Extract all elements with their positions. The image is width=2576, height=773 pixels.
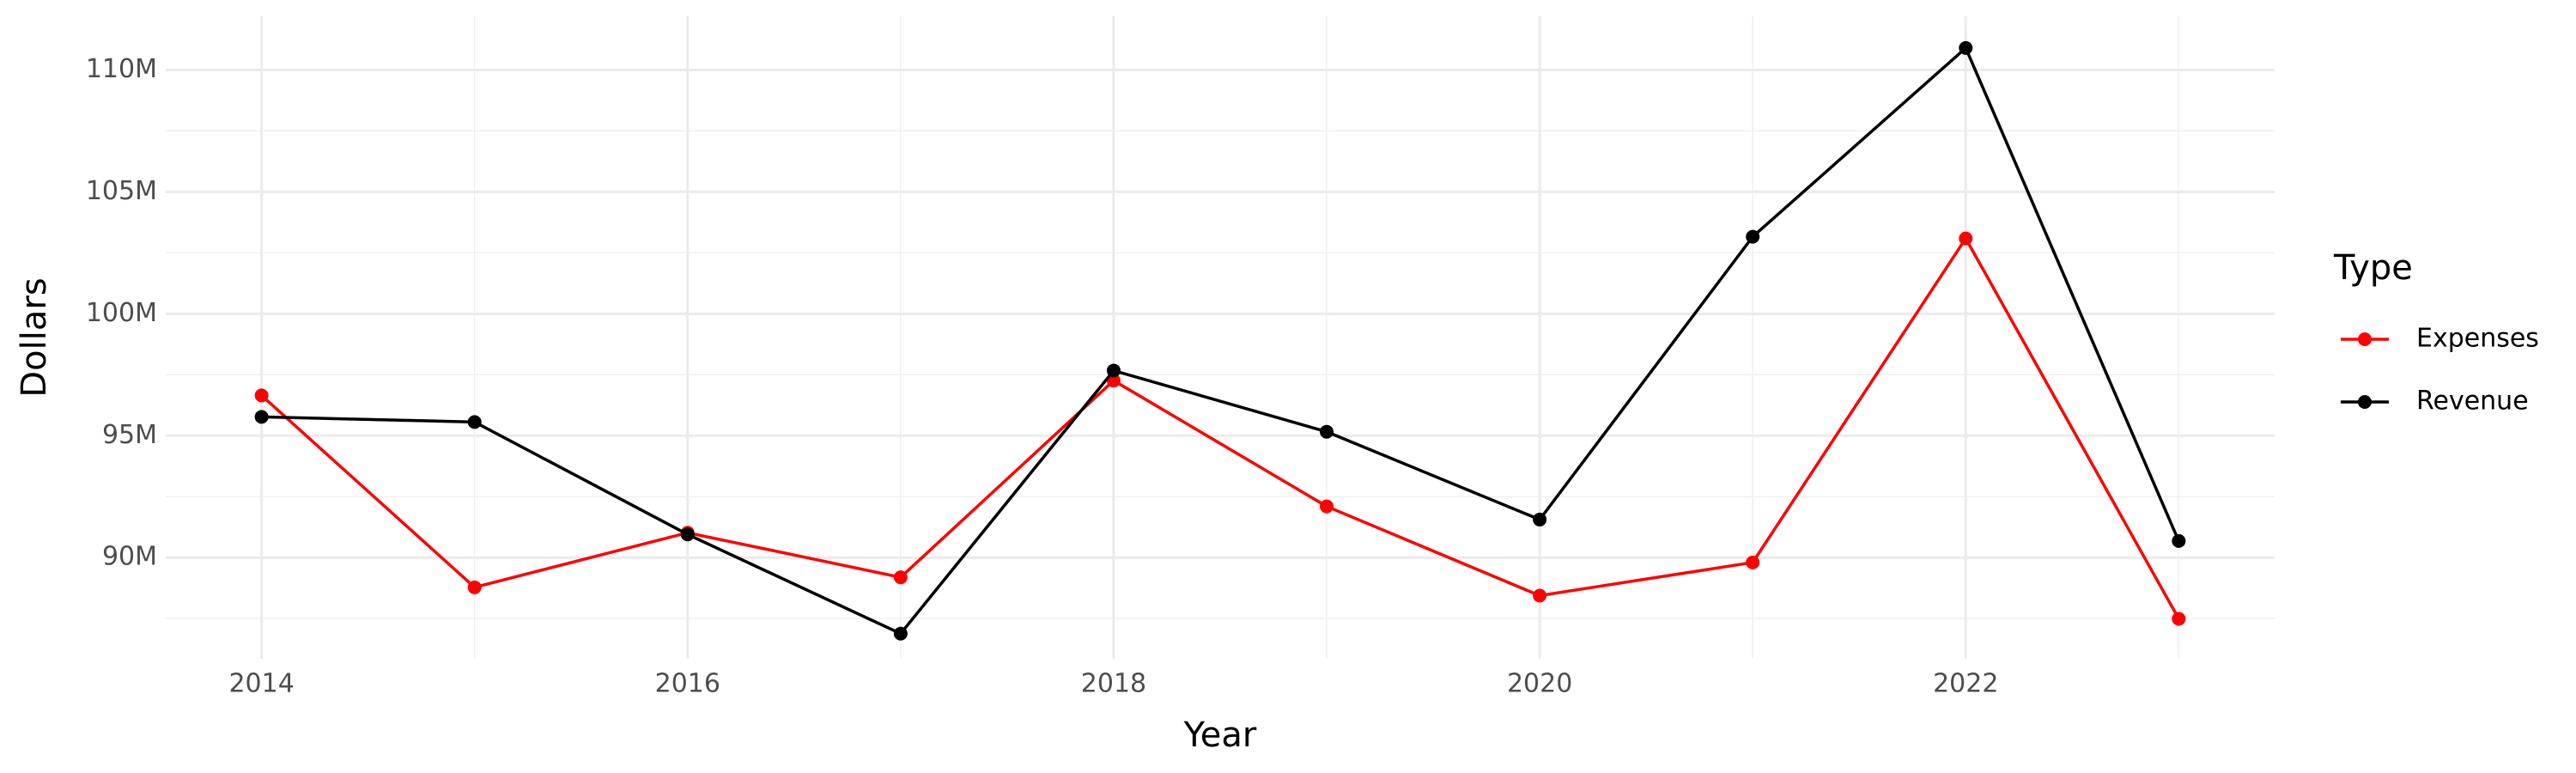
data-point [254, 410, 269, 424]
legend-title: Type [2333, 248, 2413, 288]
data-point [1746, 229, 1760, 244]
data-point [1533, 588, 1547, 603]
data-point [467, 580, 482, 594]
y-tick-label: 90M [102, 542, 157, 572]
y-axis-title: Dollars [15, 277, 54, 397]
series-line [261, 45, 2180, 636]
data-point [254, 388, 269, 403]
x-tick-label: 2016 [655, 669, 720, 699]
x-axis-title: Year [1183, 715, 1257, 755]
x-tick-label: 2020 [1507, 669, 1572, 699]
legend-point [2358, 395, 2372, 409]
data-point [1320, 499, 1334, 514]
data-point [1959, 231, 1973, 246]
y-tick-label: 95M [102, 420, 157, 450]
data-point [680, 527, 695, 542]
data-point [1959, 40, 1973, 55]
data-point [1106, 363, 1121, 378]
data-point [893, 626, 908, 641]
legend-label: Expenses [2416, 324, 2539, 354]
y-tick-label: 105M [86, 176, 157, 206]
data-point [893, 570, 908, 585]
legend-point [2358, 332, 2372, 346]
data-point [1746, 555, 1760, 569]
y-tick-label: 100M [86, 298, 157, 328]
data-point [1320, 424, 1334, 439]
grid [166, 16, 2275, 659]
x-tick-label: 2018 [1081, 669, 1146, 699]
x-tick-label: 2022 [1933, 669, 1998, 699]
y-tick-label: 110M [86, 54, 157, 84]
legend-label: Revenue [2416, 386, 2529, 417]
data-point [2172, 533, 2186, 548]
series-line [260, 235, 2180, 620]
data-point [1533, 512, 1547, 526]
data-point [467, 415, 482, 429]
data-point [2172, 612, 2186, 626]
x-tick-label: 2014 [228, 669, 294, 699]
